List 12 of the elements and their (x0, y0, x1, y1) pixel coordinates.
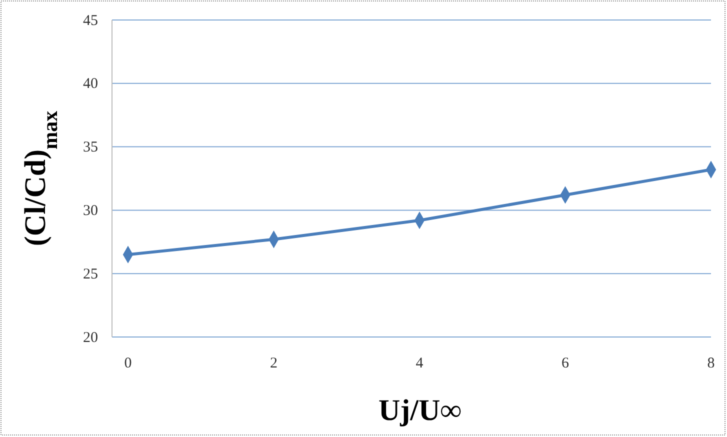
y-tick-label: 45 (83, 12, 98, 29)
x-tick-label: 0 (124, 356, 132, 372)
y-tick-label: 25 (83, 266, 98, 282)
x-tick-label: 4 (416, 356, 424, 372)
y-tick-label: 35 (83, 140, 98, 156)
y-tick-label: 30 (83, 203, 98, 219)
y-tick-label: 40 (83, 76, 98, 92)
y-tick-label: 20 (83, 330, 98, 346)
x-tick-label: 6 (562, 356, 570, 372)
x-tick-label: 2 (270, 356, 278, 372)
x-axis-title: Uj/U∞ (378, 394, 462, 427)
x-tick-label: 8 (707, 356, 715, 372)
